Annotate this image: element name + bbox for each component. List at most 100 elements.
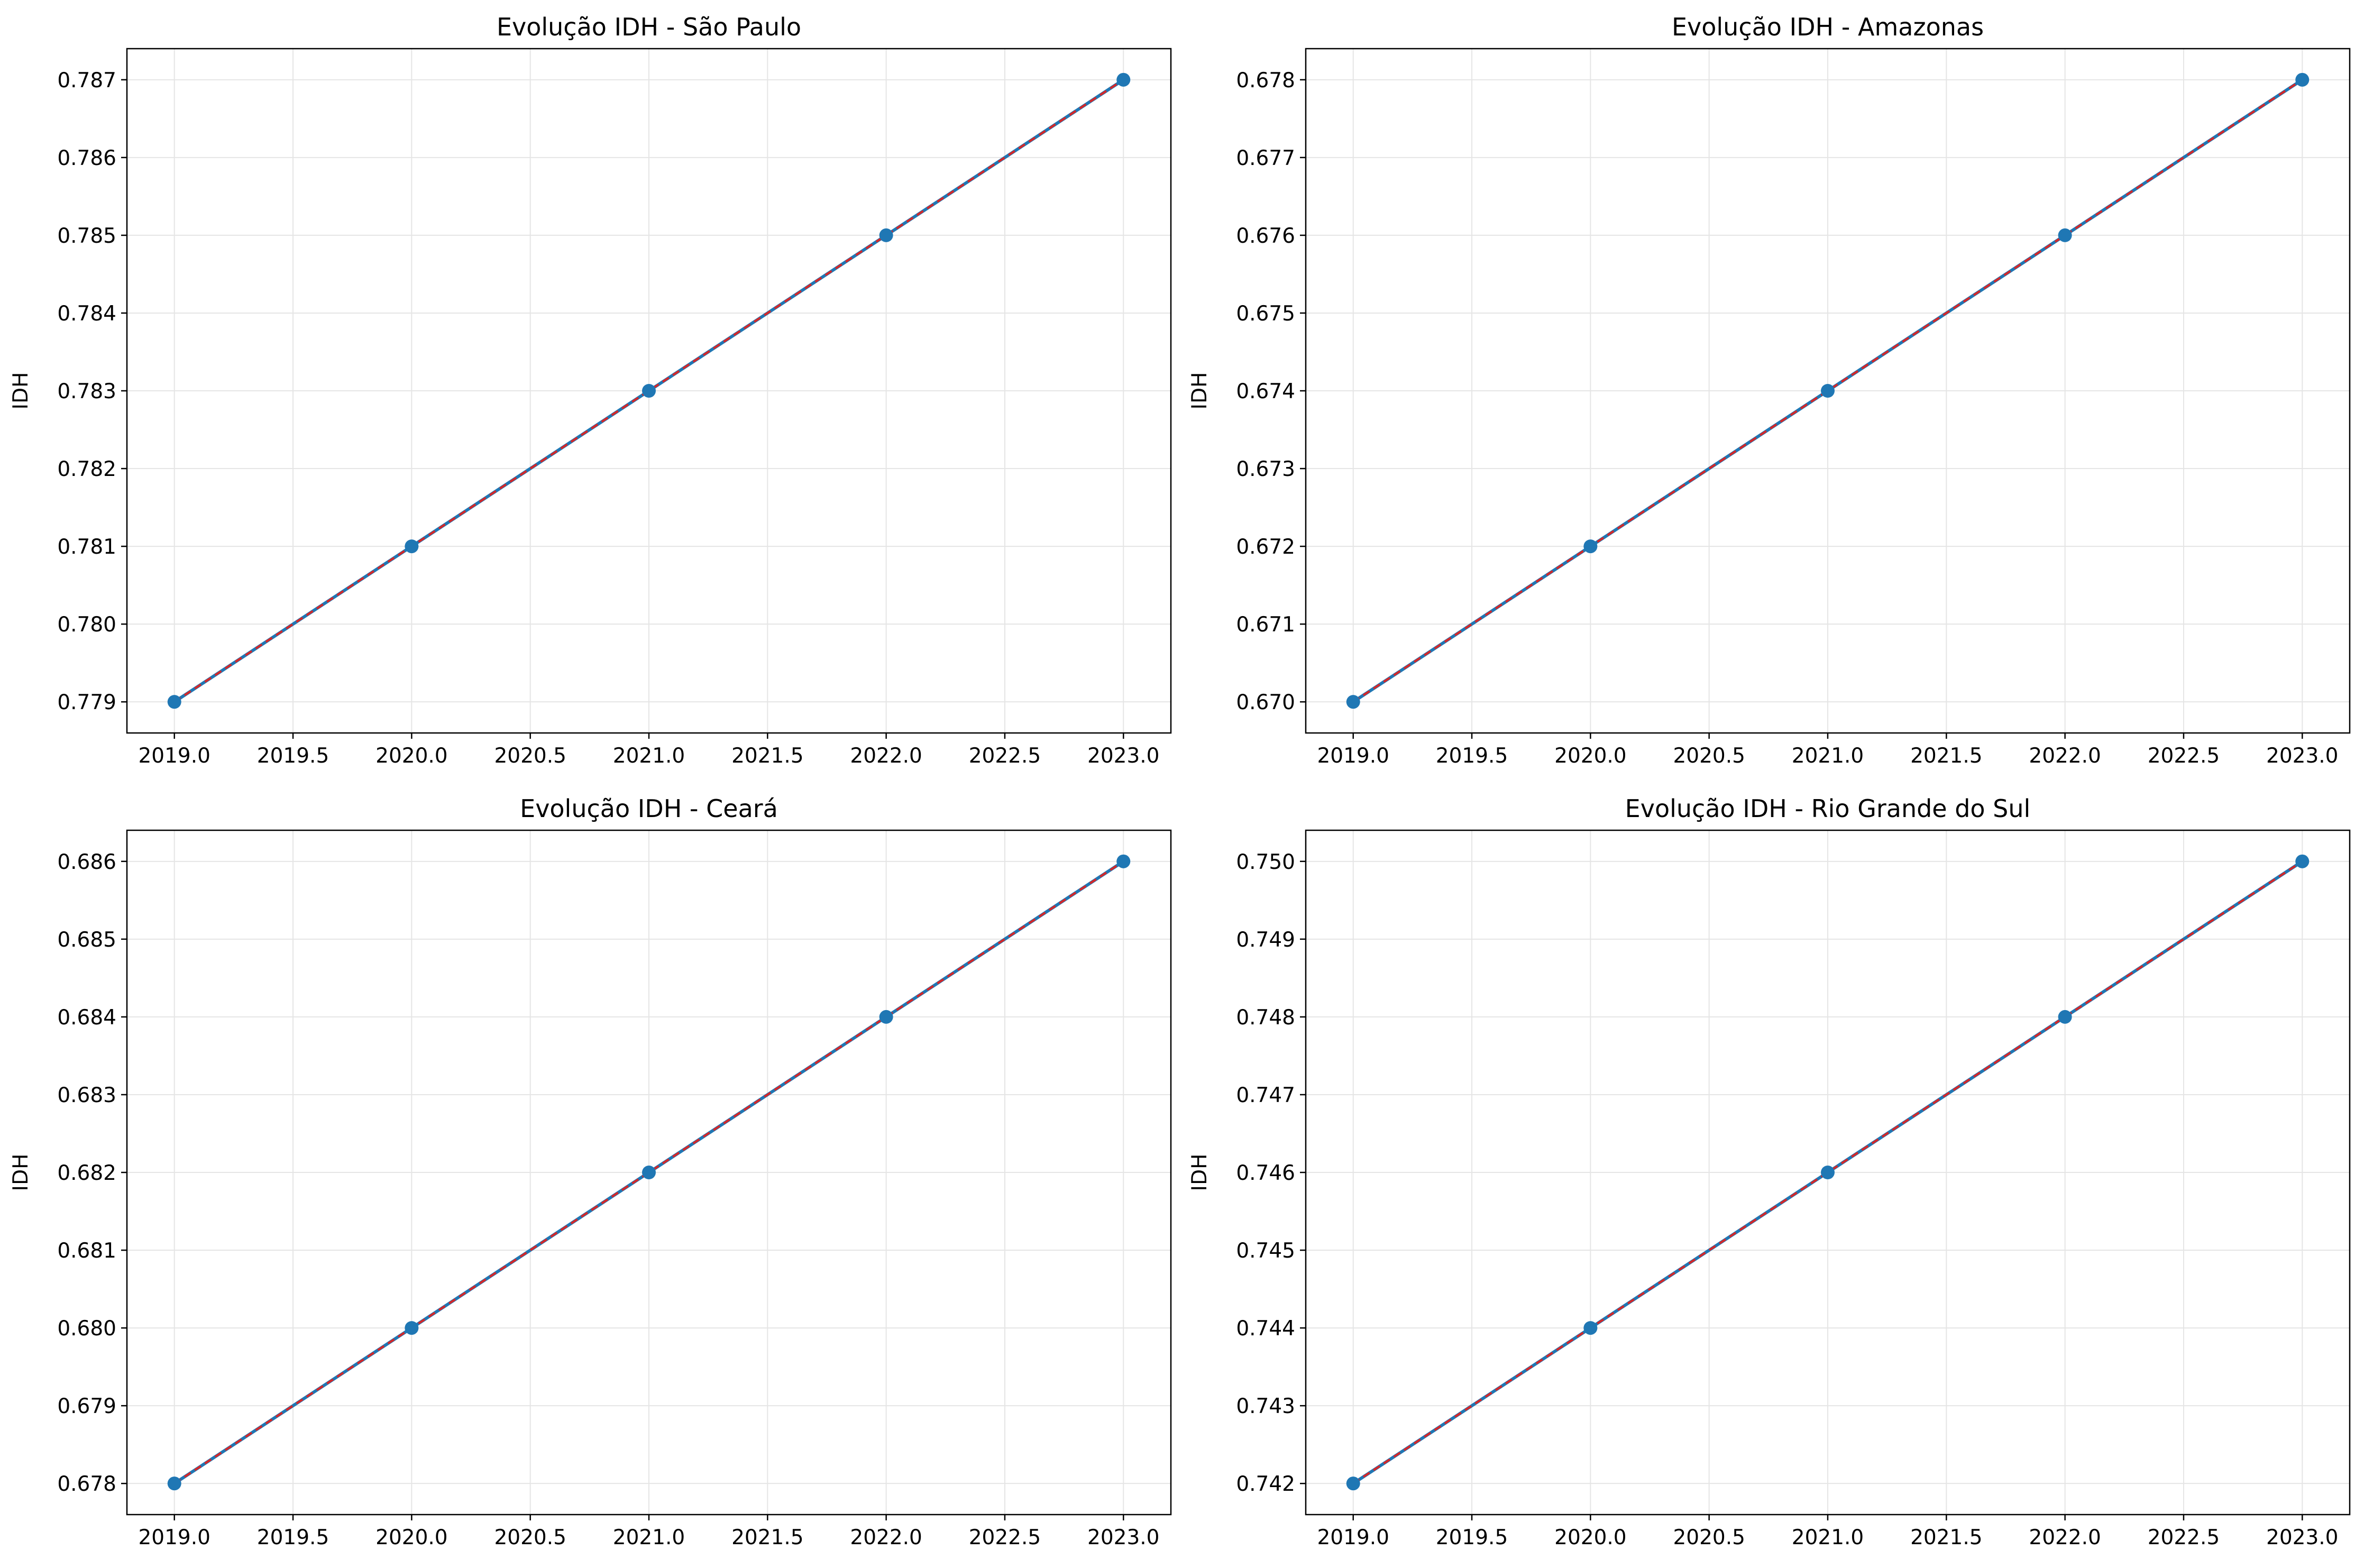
dashed-series-line	[173, 79, 1124, 703]
y-tick-label: 0.744	[1236, 1317, 1295, 1341]
y-tick-label: 0.680	[57, 1317, 116, 1341]
x-tick-label: 2020.5	[494, 744, 566, 768]
y-tick-label: 0.684	[57, 1006, 116, 1030]
chart-panel-amazonas: 2019.0 2019.5 2020.0 2020.5 2021.0 2021.5 2022…	[1188, 13, 2351, 768]
y-tick-label: 0.676	[1236, 224, 1295, 248]
y-tick-label: 0.685	[57, 928, 116, 952]
y-tick-label: 0.686	[57, 850, 116, 874]
x-tick-label: 2022.0	[2029, 744, 2101, 768]
chart-title: Evolução IDH - São Paulo	[497, 13, 801, 41]
data-point	[167, 1477, 181, 1491]
data-point	[1116, 854, 1131, 868]
x-tick-label: 2023.0	[1087, 744, 1159, 768]
data-point	[405, 1321, 419, 1335]
x-tick-label: 2019.0	[138, 1526, 210, 1549]
x-tick-label: 2021.0	[613, 1526, 685, 1549]
x-tick-label: 2022.5	[969, 744, 1041, 768]
x-tick-label: 2023.0	[2266, 744, 2338, 768]
x-tick-label: 2021.5	[731, 744, 803, 768]
data-point	[2295, 854, 2310, 868]
x-tick-label: 2022.0	[2029, 1526, 2101, 1549]
chart-panel-sao-paulo: 2019.0 2019.5 2020.0 2020.5 2021.0 2021.5 2022…	[9, 13, 1172, 768]
x-tick-label: 2021.0	[613, 744, 685, 768]
data-point	[2058, 228, 2072, 242]
y-tick-label: 0.750	[1236, 850, 1295, 874]
y-tick-label: 0.743	[1236, 1395, 1295, 1418]
data-point	[2058, 1010, 2072, 1024]
y-tick-label: 0.677	[1236, 146, 1295, 170]
x-tick-label: 2019.0	[1317, 744, 1389, 768]
y-tick-label: 0.671	[1236, 613, 1295, 637]
y-tick-label: 0.678	[57, 1472, 116, 1496]
x-tick-label: 2021.0	[1792, 1526, 1864, 1549]
x-tick-label: 2022.0	[850, 744, 922, 768]
chart-panel-ceara: 2019.0 2019.5 2020.0 2020.5 2021.0 2021.5 2022…	[9, 794, 1172, 1549]
x-tick-label: 2020.5	[1673, 744, 1745, 768]
x-tick-label: 2020.0	[1554, 744, 1626, 768]
y-tick-label: 0.682	[57, 1161, 116, 1185]
y-tick-label: 0.670	[1236, 691, 1295, 714]
x-tick-label: 2022.5	[2148, 1526, 2220, 1549]
data-point	[405, 539, 419, 554]
x-tick-label: 2020.0	[375, 1526, 447, 1549]
x-tick-label: 2021.5	[1910, 744, 1982, 768]
x-tick-label: 2020.5	[494, 1526, 566, 1549]
y-tick-label: 0.787	[57, 69, 116, 93]
data-point	[1346, 1477, 1360, 1491]
y-tick-label: 0.748	[1236, 1006, 1295, 1030]
x-tick-label: 2023.0	[2266, 1526, 2338, 1549]
x-tick-label: 2020.0	[375, 744, 447, 768]
y-tick-label: 0.781	[57, 535, 116, 559]
data-point	[1583, 1321, 1598, 1335]
x-tick-label: 2022.0	[850, 1526, 922, 1549]
y-tick-label: 0.672	[1236, 535, 1295, 559]
y-tick-label: 0.675	[1236, 302, 1295, 326]
y-tick-label: 0.681	[57, 1239, 116, 1263]
x-tick-label: 2019.0	[1317, 1526, 1389, 1549]
y-tick-label: 0.779	[57, 691, 116, 714]
data-point	[1583, 539, 1598, 554]
y-tick-label: 0.674	[1236, 380, 1295, 404]
dashed-series-line	[1352, 860, 2303, 1484]
data-point	[2295, 72, 2310, 87]
x-tick-label: 2019.5	[1436, 1526, 1508, 1549]
x-tick-label: 2023.0	[1087, 1526, 1159, 1549]
y-tick-label: 0.783	[57, 380, 116, 404]
y-tick-label: 0.683	[57, 1084, 116, 1107]
y-tick-label: 0.785	[57, 224, 116, 248]
dashed-series-line	[173, 860, 1124, 1484]
chart-title: Evolução IDH - Rio Grande do Sul	[1625, 794, 2031, 823]
data-point	[879, 1010, 893, 1024]
y-axis-label: IDH	[1188, 1154, 1212, 1191]
x-tick-label: 2021.5	[1910, 1526, 1982, 1549]
dashed-series-line	[1352, 79, 2303, 703]
x-tick-label: 2019.5	[1436, 744, 1508, 768]
x-tick-label: 2020.5	[1673, 1526, 1745, 1549]
x-tick-label: 2020.0	[1554, 1526, 1626, 1549]
chart-title: Evolução IDH - Amazonas	[1672, 13, 1984, 41]
y-axis-label: IDH	[9, 1154, 33, 1191]
y-tick-label: 0.742	[1236, 1472, 1295, 1496]
x-tick-label: 2019.5	[257, 1526, 329, 1549]
y-tick-label: 0.749	[1236, 928, 1295, 952]
data-point	[1346, 695, 1360, 709]
x-tick-label: 2021.5	[731, 1526, 803, 1549]
x-tick-label: 2021.0	[1792, 744, 1864, 768]
y-tick-label: 0.678	[1236, 69, 1295, 93]
chart-panel-rio-grande-do-sul: 2019.0 2019.5 2020.0 2020.5 2021.0 2021.5 2022…	[1188, 794, 2351, 1549]
y-tick-label: 0.746	[1236, 1161, 1295, 1185]
data-point	[642, 1166, 656, 1179]
data-point	[1821, 1166, 1835, 1179]
y-axis-label: IDH	[1188, 372, 1212, 410]
y-tick-label: 0.786	[57, 146, 116, 170]
y-tick-label: 0.679	[57, 1395, 116, 1418]
x-tick-label: 2022.5	[969, 1526, 1041, 1549]
x-tick-label: 2019.0	[138, 744, 210, 768]
y-axis-label: IDH	[9, 372, 33, 410]
data-point	[879, 228, 893, 242]
data-point	[1116, 72, 1131, 87]
y-tick-label: 0.745	[1236, 1239, 1295, 1263]
data-point	[642, 384, 656, 398]
data-point	[1821, 384, 1835, 398]
